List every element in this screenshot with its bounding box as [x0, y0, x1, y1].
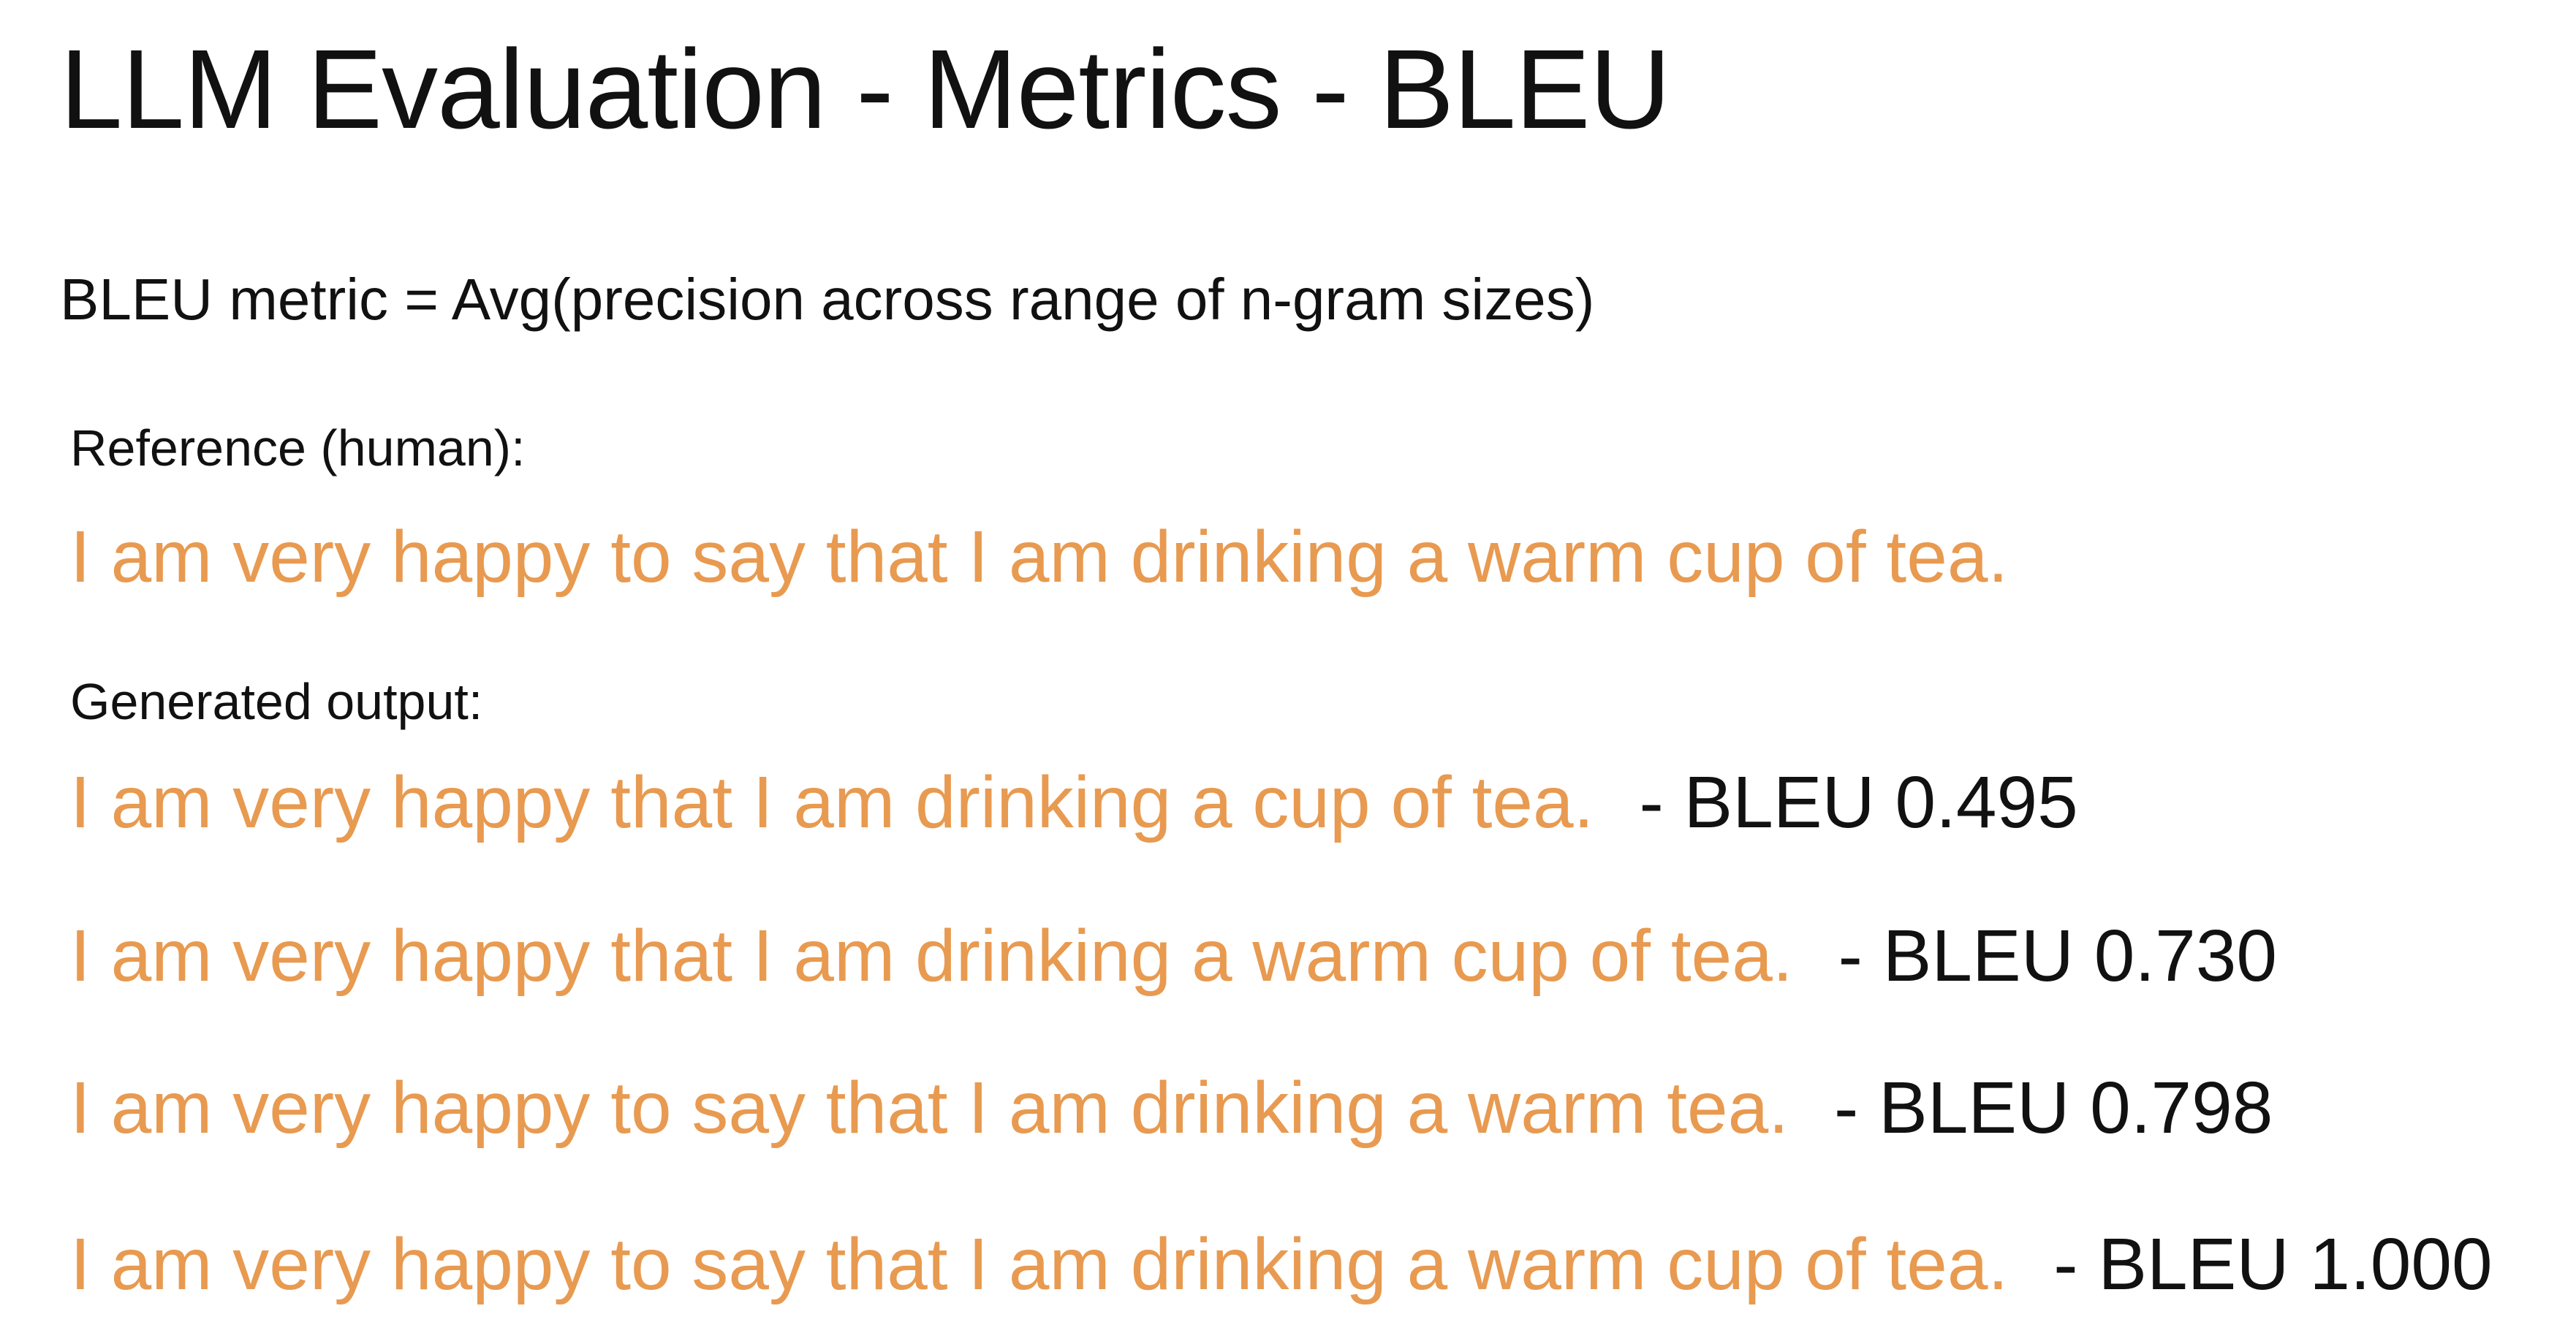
- generated-sentence: I am very happy to say that I am drinkin…: [70, 1067, 1789, 1149]
- bleu-formula: BLEU metric = Avg(precision across range…: [60, 267, 1595, 332]
- generated-row: I am very happy that I am drinking a cup…: [70, 751, 2093, 854]
- bleu-score: - BLEU 0.730: [1825, 915, 2292, 997]
- bleu-score: - BLEU 0.495: [1626, 762, 2093, 843]
- generated-sentence: I am very happy that I am drinking a war…: [70, 915, 1793, 997]
- generated-row: I am very happy to say that I am drinkin…: [70, 1213, 2507, 1315]
- reference-label: Reference (human):: [70, 419, 526, 476]
- reference-sentence: I am very happy to say that I am drinkin…: [70, 516, 2009, 598]
- generated-row: I am very happy that I am drinking a war…: [70, 905, 2292, 1007]
- generated-label: Generated output:: [70, 673, 483, 730]
- generated-sentence: I am very happy that I am drinking a cup…: [70, 762, 1594, 843]
- bleu-score: - BLEU 1.000: [2040, 1223, 2507, 1305]
- generated-row: I am very happy to say that I am drinkin…: [70, 1057, 2288, 1159]
- slide-title: LLM Evaluation - Metrics - BLEU: [60, 26, 1671, 152]
- generated-sentence: I am very happy to say that I am drinkin…: [70, 1223, 2009, 1305]
- reference-row: I am very happy to say that I am drinkin…: [70, 506, 2008, 608]
- bleu-score: - BLEU 0.798: [1821, 1067, 2288, 1149]
